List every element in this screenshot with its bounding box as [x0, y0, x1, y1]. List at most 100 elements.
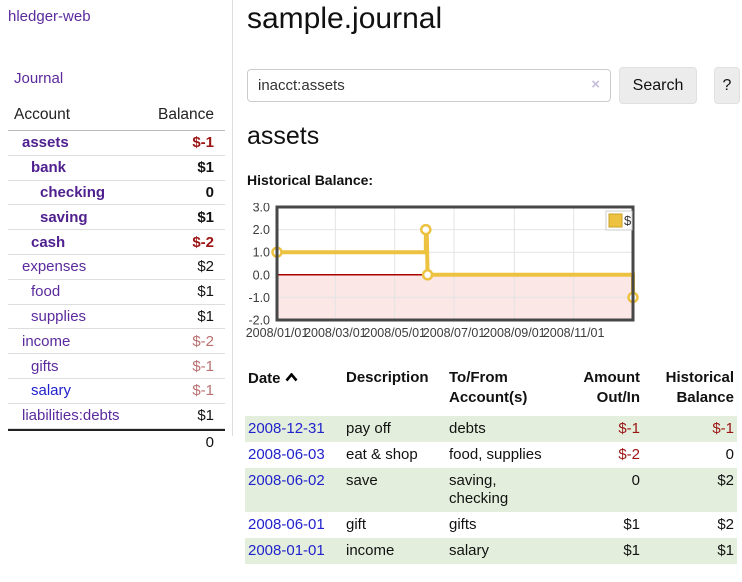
sidebar-account-balance: $-1: [192, 134, 214, 152]
transaction-date-link[interactable]: 2008-06-02: [248, 472, 325, 489]
transaction-row: 2008-01-01 income salary $1 $1: [245, 538, 737, 564]
transaction-date-link[interactable]: 2008-06-01: [248, 516, 325, 533]
sidebar-account-link-expenses[interactable]: expenses: [22, 258, 87, 276]
sidebar-account-balance: $1: [197, 407, 214, 425]
transaction-row: 2008-06-02 save saving, checking 0 $2: [245, 468, 737, 512]
transaction-description: pay off: [346, 420, 391, 437]
help-button[interactable]: ?: [714, 67, 740, 104]
transaction-balance: $2: [717, 472, 734, 489]
sidebar-account-link-supplies[interactable]: supplies: [31, 307, 87, 325]
balance-chart-svg: 3.0 2.0 1.0 0.0 -1.0 -2.02008/01/012008/03/01…: [246, 201, 639, 340]
x-tick-label: 2008/05/01: [363, 326, 426, 340]
sidebar-account-row: assets $-1: [8, 131, 225, 156]
accounts-table: Account Balance assets $-1 bank $1 checking 0…: [8, 106, 225, 451]
transaction-amount: $-2: [618, 446, 640, 463]
transaction-accounts: salary: [449, 542, 490, 559]
transaction-accounts: gifts: [449, 516, 477, 533]
transaction-date-cell: 2008-06-01: [245, 512, 343, 538]
sidebar-account-balance: $-2: [192, 332, 214, 350]
y-tick-label: 1.0: [253, 246, 270, 260]
transaction-description: income: [346, 542, 395, 559]
y-tick-label: 3.0: [253, 203, 270, 215]
search-input[interactable]: [258, 70, 578, 101]
data-point-marker: [420, 223, 432, 236]
x-tick-label: 2008/03/01: [304, 326, 367, 340]
sidebar-account-link-liabilities-debts[interactable]: liabilities:debts: [22, 407, 120, 425]
sidebar-account-link-food[interactable]: food: [31, 283, 61, 301]
sidebar-account-row: gifts $-1: [8, 354, 225, 379]
transaction-balance: 0: [725, 446, 734, 463]
register-header-row: Date Description To/From Account(s) Amou…: [245, 362, 737, 416]
sidebar-account-link-gifts[interactable]: gifts: [31, 357, 59, 375]
sidebar-account-balance: $-2: [192, 233, 214, 251]
y-tick-label: -2.0: [248, 314, 270, 328]
transaction-date-cell: 2008-12-31: [245, 416, 343, 442]
transaction-row: 2008-06-03 eat & shop food, supplies $-2 0: [245, 442, 737, 468]
transaction-date-link[interactable]: 2008-12-31: [248, 420, 325, 437]
register-table: Date Description To/From Account(s) Amou…: [245, 362, 737, 564]
transaction-amount: 0: [631, 472, 640, 489]
clear-search-icon[interactable]: ×: [591, 76, 600, 93]
transaction-description: eat & shop: [346, 446, 418, 463]
accounts-table-header: Account Balance: [8, 106, 225, 131]
account-heading: assets: [247, 122, 320, 150]
sidebar-account-link-assets[interactable]: assets: [22, 134, 69, 152]
transaction-accounts: saving, checking: [449, 472, 509, 507]
x-tick-label: 2008/07/01: [423, 326, 486, 340]
sidebar-account-row: bank $1: [8, 156, 225, 181]
sidebar-account-link-bank[interactable]: bank: [31, 159, 67, 177]
y-tick-label: 0.0: [253, 268, 270, 282]
account-column-header: Account: [14, 106, 71, 123]
sidebar-account-link-cash[interactable]: cash: [31, 233, 66, 251]
x-tick-label: 2008/11/01: [543, 326, 605, 340]
sidebar-account-link-salary[interactable]: salary: [31, 382, 72, 400]
legend-label: $: [624, 213, 632, 228]
data-point-marker: [421, 269, 434, 281]
sidebar-account-link-income[interactable]: income: [22, 332, 71, 350]
search-box: ×: [247, 69, 611, 102]
register-header-date[interactable]: Date: [245, 364, 343, 412]
transaction-date-cell: 2008-06-02: [245, 468, 343, 512]
transaction-accounts: debts: [449, 420, 486, 437]
search-button[interactable]: Search: [619, 67, 697, 104]
sidebar-account-row: saving $1: [8, 205, 225, 231]
sidebar-account-balance: $2: [197, 258, 214, 276]
sidebar-account-balance: $-1: [192, 357, 214, 375]
legend-swatch: [608, 213, 623, 228]
sidebar-item-journal[interactable]: Journal: [14, 70, 64, 87]
sidebar-account-balance: $1: [197, 208, 214, 226]
plot-border: [275, 205, 635, 322]
transaction-description: save: [346, 472, 378, 489]
sidebar-account-balance: $-1: [192, 382, 214, 400]
transaction-amount: $1: [623, 516, 640, 533]
transaction-date-link[interactable]: 2008-01-01: [248, 542, 325, 559]
x-tick-label: 2008/09/01: [483, 326, 546, 340]
transaction-date-cell: 2008-01-01: [245, 538, 343, 564]
sidebar-account-row: salary $-1: [8, 379, 225, 404]
sidebar-account-row: supplies $1: [8, 305, 225, 330]
sidebar-account-balance: $1: [197, 159, 214, 177]
sidebar-account-row: expenses $2: [8, 255, 225, 280]
x-tick-label: 2008/01/01: [246, 326, 309, 340]
sidebar-account-row: liabilities:debts $1: [8, 404, 225, 429]
register-header-balance: Historical Balance: [665, 369, 734, 406]
register-header-accounts: To/From Account(s): [449, 369, 528, 406]
page-title: sample.journal: [247, 2, 443, 35]
chart-heading: Historical Balance:: [247, 172, 374, 188]
brand-link[interactable]: hledger-web: [8, 8, 91, 25]
date-header-label: Date: [248, 370, 281, 387]
sidebar: hledger-web Journal Account Balance asse…: [0, 0, 233, 451]
sort-ascending-icon: [285, 368, 298, 388]
sidebar-account-balance: $1: [197, 283, 214, 301]
y-tick-label: -1.0: [248, 291, 270, 305]
accounts-total-row: 0: [8, 428, 225, 451]
transaction-amount: $-1: [618, 420, 640, 437]
transaction-date-link[interactable]: 2008-06-03: [248, 446, 325, 463]
register-header-amount: Amount Out/In: [583, 369, 640, 406]
transaction-row: 2008-12-31 pay off debts $-1 $-1: [245, 416, 737, 442]
sidebar-account-link-saving[interactable]: saving: [40, 208, 88, 226]
transaction-balance: $-1: [712, 420, 734, 437]
sidebar-account-balance: 0: [205, 183, 214, 201]
sidebar-account-link-checking[interactable]: checking: [40, 183, 106, 201]
transaction-description: gift: [346, 516, 367, 533]
